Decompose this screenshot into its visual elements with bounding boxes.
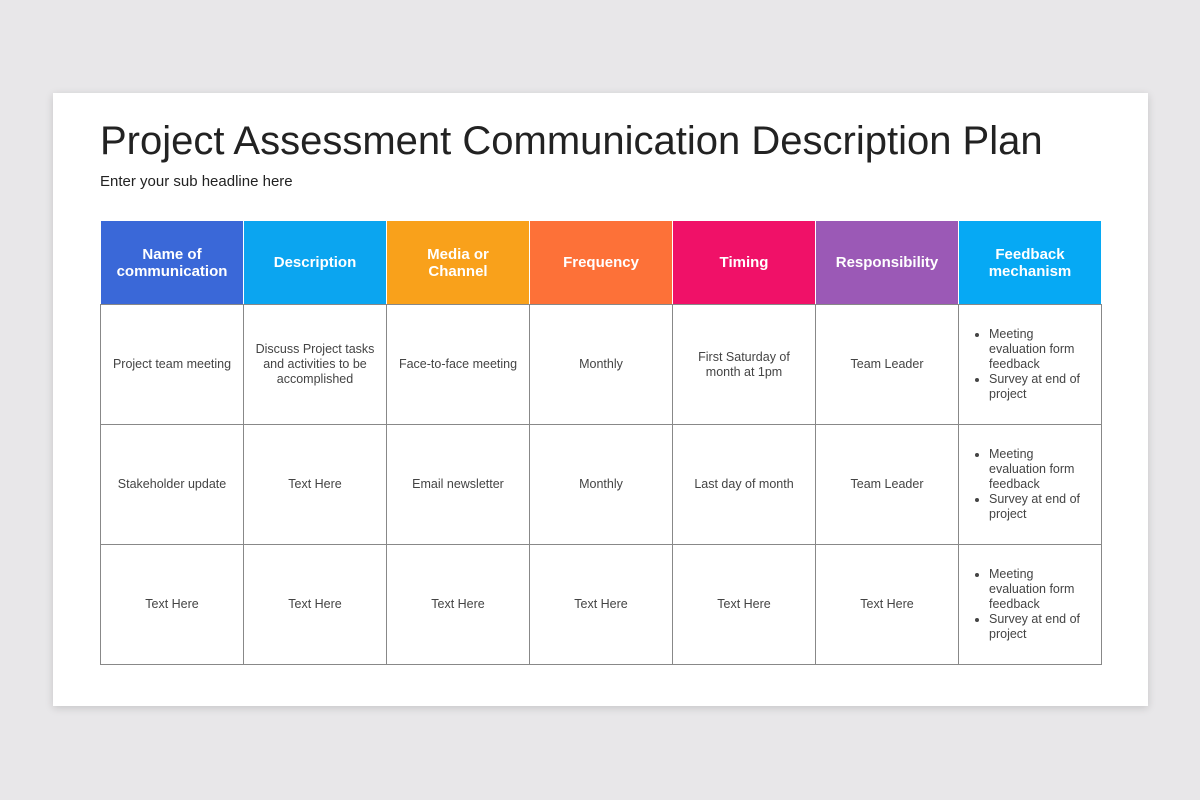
table-cell: Stakeholder update (100, 424, 244, 545)
column-header: Media or Channel (386, 220, 530, 305)
table-cell: Text Here (243, 424, 387, 545)
table-cell: Team Leader (815, 424, 959, 545)
table-cell: Text Here (386, 544, 530, 665)
table-cell: Text Here (672, 544, 816, 665)
table-cell: Team Leader (815, 304, 959, 425)
bullet-item: Survey at end of project (989, 612, 1091, 642)
slide: Project Assessment Communication Descrip… (53, 93, 1148, 706)
column-header: Description (243, 220, 387, 305)
table-cell: Face-to-face meeting (386, 304, 530, 425)
column-header: Name of communication (100, 220, 244, 305)
bullet-item: Meeting evaluation form feedback (989, 567, 1091, 612)
table-row: Text Here Text Here Text Here Text Here Text… (100, 544, 1102, 665)
column-header: Feedback mechanism (958, 220, 1102, 305)
title: Project Assessment Communication Descrip… (100, 119, 1043, 163)
bullet-item: Survey at end of project (989, 372, 1091, 402)
table-cell: Project team meeting (100, 304, 244, 425)
table-cell: Monthly (529, 424, 673, 545)
bullet-list: Meeting evaluation form feedbackSurvey a… (969, 567, 1091, 642)
table-cell: Text Here (100, 544, 244, 665)
bullet-list: Meeting evaluation form feedbackSurvey a… (969, 447, 1091, 522)
table-row: Stakeholder update Text Here Email newslet… (100, 424, 1102, 545)
table: Name of communication Description Media or… (100, 220, 1102, 665)
table-cell: Monthly (529, 304, 673, 425)
table-cell: Email newsletter (386, 424, 530, 545)
column-header: Timing (672, 220, 816, 305)
table-cell: Meeting evaluation form feedbackSurvey a… (958, 424, 1102, 545)
bullet-item: Survey at end of project (989, 492, 1091, 522)
table-cell: Text Here (815, 544, 959, 665)
table-cell: Text Here (529, 544, 673, 665)
table-cell: Discuss Project tasks and activities to … (243, 304, 387, 425)
table-cell: First Saturday of month at 1pm (672, 304, 816, 425)
table-cell: Last day of month (672, 424, 816, 545)
table-cell: Text Here (243, 544, 387, 665)
column-header: Frequency (529, 220, 673, 305)
table-body: Project team meeting Discuss Project task… (100, 304, 1102, 665)
bullet-list: Meeting evaluation form feedbackSurvey a… (969, 327, 1091, 402)
table-cell: Meeting evaluation form feedbackSurvey a… (958, 544, 1102, 665)
table-row: Project team meeting Discuss Project task… (100, 304, 1102, 425)
subtitle: Enter your sub headline here (100, 173, 293, 190)
header-row: Name of communication Description Media or… (100, 220, 1102, 305)
column-header: Responsibility (815, 220, 959, 305)
bullet-item: Meeting evaluation form feedback (989, 447, 1091, 492)
table-cell: Meeting evaluation form feedbackSurvey a… (958, 304, 1102, 425)
bullet-item: Meeting evaluation form feedback (989, 327, 1091, 372)
